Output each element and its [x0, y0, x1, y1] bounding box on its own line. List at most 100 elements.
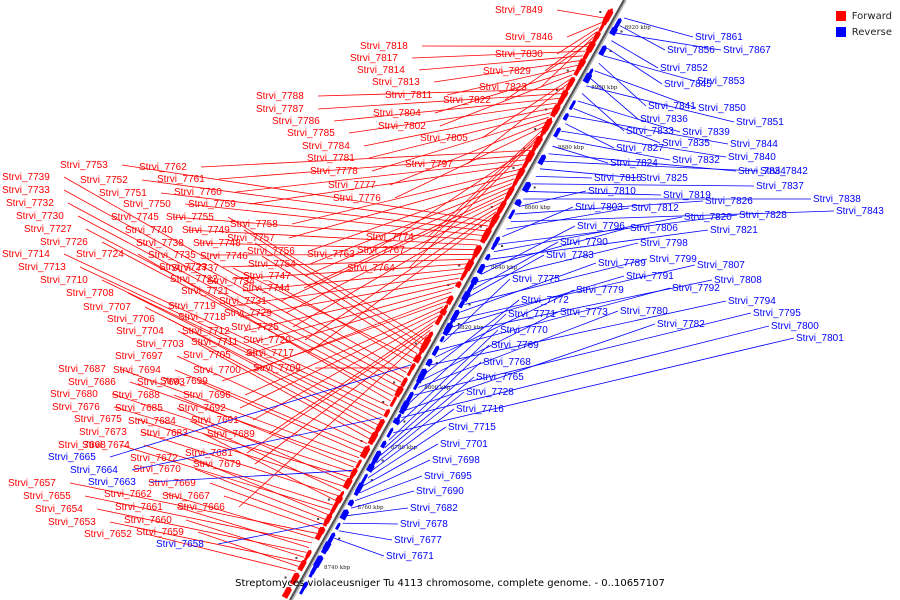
- reverse-gene-label: Strvi_7677: [394, 535, 442, 546]
- axis-tick-label: 8800 kbp: [424, 385, 451, 391]
- forward-gene-leader: [111, 393, 352, 473]
- forward-gene-leader: [109, 521, 302, 563]
- reverse-gene-block: [412, 381, 419, 391]
- forward-gene-leader: [165, 493, 315, 539]
- reverse-gene-block: [334, 522, 341, 531]
- reverse-gene-leader: [434, 289, 575, 358]
- forward-gene-leader: [368, 112, 552, 159]
- forward-gene-label: Strvi_7669: [148, 478, 196, 489]
- reverse-gene-leader: [472, 241, 559, 290]
- reverse-gene-leader: [393, 337, 795, 434]
- reverse-gene-label: Strvi_7812: [631, 203, 679, 214]
- forward-gene-label: Strvi_7787: [256, 104, 304, 115]
- axis-tick-label: 8920 kbp: [625, 25, 652, 31]
- reverse-gene-leader: [430, 300, 727, 366]
- reverse-gene-label: Strvi_7820: [684, 212, 732, 223]
- reverse-gene-label: Strvi_7769: [491, 340, 539, 351]
- forward-gene-label: Strvi_7673: [79, 427, 127, 438]
- forward-gene-block: [524, 150, 536, 163]
- forward-gene-leader: [168, 318, 376, 430]
- gene-tick-mark: [599, 11, 602, 13]
- forward-gene-label: Strvi_7705: [183, 350, 231, 361]
- forward-gene-leader: [231, 263, 468, 280]
- forward-gene-label: Strvi_7786: [272, 116, 320, 127]
- reverse-gene-block: [461, 291, 471, 303]
- reverse-gene-label: Strvi_7827: [616, 143, 664, 154]
- forward-gene-label: Strvi_7822: [443, 95, 491, 106]
- reverse-gene-label: Strvi_7770: [500, 325, 548, 336]
- forward-gene-label: Strvi_7708: [66, 288, 114, 299]
- forward-gene-leader: [209, 254, 473, 256]
- forward-gene-leader: [119, 368, 360, 459]
- forward-gene-block: [585, 40, 596, 53]
- reverse-gene-block: [415, 372, 425, 384]
- reverse-gene-leader: [569, 115, 729, 145]
- axis-tick-label: 8740 kbp: [324, 565, 351, 571]
- forward-gene-label: Strvi_7760: [174, 187, 222, 198]
- reverse-gene-label: Strvi_7765: [476, 372, 524, 383]
- forward-gene-label: Strvi_7713: [18, 262, 66, 273]
- reverse-gene-label: Strvi_7803: [575, 202, 623, 213]
- forward-gene-leader: [79, 266, 386, 411]
- forward-gene-leader: [244, 306, 444, 396]
- forward-gene-leader: [368, 145, 534, 255]
- gene-tick-mark: [284, 576, 287, 579]
- reverse-gene-label: Strvi_7836: [640, 114, 688, 125]
- forward-gene-label: Strvi_7752: [80, 175, 128, 186]
- forward-gene-leader: [189, 420, 341, 492]
- reverse-gene-leader: [131, 417, 382, 471]
- forward-gene-label: Strvi_7767: [357, 245, 405, 256]
- forward-gene-label: Strvi_7748: [193, 238, 241, 249]
- reverse-gene-label: Strvi_7690: [416, 486, 464, 497]
- forward-gene-label: Strvi_7805: [420, 133, 468, 144]
- forward-gene-label: Strvi_7764: [347, 263, 395, 274]
- forward-gene-block: [303, 554, 309, 561]
- forward-gene-label: Strvi_7756: [247, 246, 295, 257]
- forward-gene-leader: [433, 60, 581, 83]
- forward-gene-label: Strvi_7703: [136, 339, 184, 350]
- reverse-gene-label: Strvi_7833: [626, 126, 674, 137]
- reverse-gene-block: [613, 18, 622, 29]
- forward-gene-label: Strvi_7685: [115, 403, 163, 414]
- reverse-gene-block: [582, 72, 593, 84]
- forward-gene-block: [359, 446, 371, 459]
- reverse-gene-leader: [539, 168, 639, 179]
- forward-gene-leader: [243, 229, 423, 345]
- forward-gene-block: [439, 308, 447, 316]
- reverse-gene-leader: [481, 225, 576, 275]
- forward-gene-leader: [371, 116, 549, 172]
- reverse-gene-label: Strvi_7839: [682, 127, 730, 138]
- forward-gene-block: [367, 436, 376, 446]
- forward-gene-block: [549, 108, 558, 118]
- reverse-gene-label: Strvi_7792: [672, 283, 720, 294]
- reverse-gene-leader: [464, 258, 648, 305]
- reverse-gene-leader: [397, 329, 499, 426]
- reverse-gene-block: [537, 154, 547, 166]
- reverse-gene-label: Strvi_7678: [400, 519, 448, 530]
- reverse-gene-label: Strvi_7844: [730, 139, 778, 150]
- reverse-gene-block: [484, 253, 491, 261]
- reverse-gene-leader: [355, 475, 423, 501]
- forward-gene-label: Strvi_7729: [224, 308, 272, 319]
- forward-gene-leader: [197, 242, 476, 251]
- reverse-gene-leader: [426, 299, 520, 373]
- reverse-gene-leader: [351, 490, 415, 509]
- gene-tick-mark: [457, 323, 460, 325]
- forward-gene-label: Strvi_7757: [227, 233, 275, 244]
- forward-gene-block: [495, 204, 504, 217]
- forward-gene-leader: [363, 107, 555, 147]
- reverse-gene-leader: [493, 216, 683, 253]
- forward-gene-label: Strvi_7723: [159, 262, 207, 273]
- chromosome-axis: [289, 0, 625, 600]
- axis-tick-label: 8860 kbp: [524, 205, 551, 211]
- forward-gene-leader: [261, 255, 418, 355]
- reverse-gene-label: Strvi_7856: [667, 45, 715, 56]
- forward-gene-leader: [113, 406, 349, 478]
- reverse-gene-label: Strvi_7845: [664, 79, 712, 90]
- forward-gene-label: Strvi_7731: [219, 296, 267, 307]
- forward-gene-block: [328, 505, 337, 517]
- reverse-gene-label: Strvi_7664: [70, 465, 118, 476]
- forward-gene-leader: [67, 202, 402, 383]
- forward-gene-label: Strvi_7746: [200, 251, 248, 262]
- forward-gene-block: [400, 377, 408, 387]
